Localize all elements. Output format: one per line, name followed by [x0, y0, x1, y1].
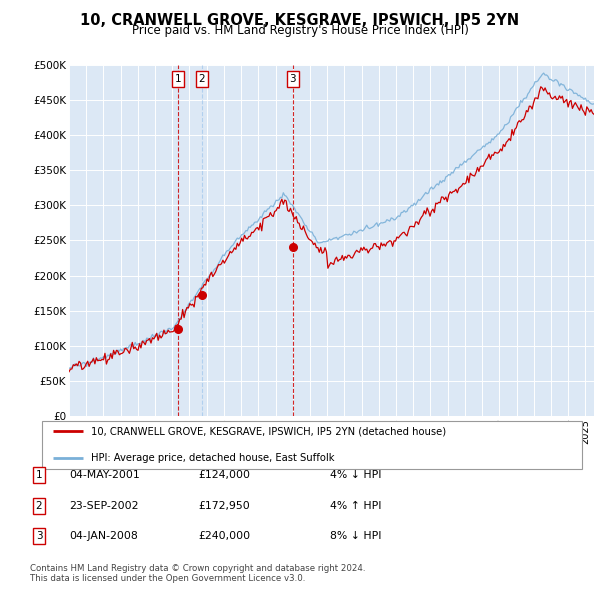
- Text: £124,000: £124,000: [198, 470, 250, 480]
- Text: 04-JAN-2008: 04-JAN-2008: [69, 532, 138, 541]
- Text: HPI: Average price, detached house, East Suffolk: HPI: Average price, detached house, East…: [91, 453, 334, 463]
- Text: 1: 1: [35, 470, 43, 480]
- Text: Price paid vs. HM Land Registry's House Price Index (HPI): Price paid vs. HM Land Registry's House …: [131, 24, 469, 37]
- Text: 10, CRANWELL GROVE, KESGRAVE, IPSWICH, IP5 2YN (detached house): 10, CRANWELL GROVE, KESGRAVE, IPSWICH, I…: [91, 427, 446, 437]
- Text: 10, CRANWELL GROVE, KESGRAVE, IPSWICH, IP5 2YN: 10, CRANWELL GROVE, KESGRAVE, IPSWICH, I…: [80, 13, 520, 28]
- Text: 04-MAY-2001: 04-MAY-2001: [69, 470, 140, 480]
- Text: Contains HM Land Registry data © Crown copyright and database right 2024.: Contains HM Land Registry data © Crown c…: [30, 565, 365, 573]
- Text: 23-SEP-2002: 23-SEP-2002: [69, 501, 139, 510]
- Text: 3: 3: [35, 532, 43, 541]
- Text: 4% ↓ HPI: 4% ↓ HPI: [330, 470, 382, 480]
- Text: This data is licensed under the Open Government Licence v3.0.: This data is licensed under the Open Gov…: [30, 574, 305, 583]
- Text: £172,950: £172,950: [198, 501, 250, 510]
- Text: 2: 2: [199, 74, 205, 84]
- FancyBboxPatch shape: [42, 421, 582, 469]
- Text: £240,000: £240,000: [198, 532, 250, 541]
- Text: 4% ↑ HPI: 4% ↑ HPI: [330, 501, 382, 510]
- Text: 2: 2: [35, 501, 43, 510]
- Text: 1: 1: [175, 74, 181, 84]
- Text: 3: 3: [290, 74, 296, 84]
- Text: 8% ↓ HPI: 8% ↓ HPI: [330, 532, 382, 541]
